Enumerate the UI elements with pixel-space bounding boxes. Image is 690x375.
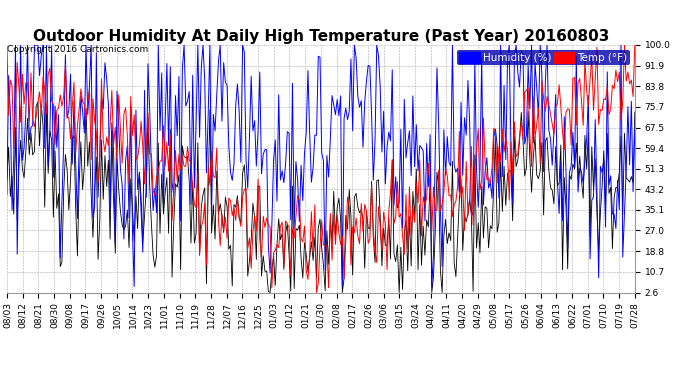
Legend: Humidity (%), Temp (°F): Humidity (%), Temp (°F) (457, 50, 629, 65)
Title: Outdoor Humidity At Daily High Temperature (Past Year) 20160803: Outdoor Humidity At Daily High Temperatu… (32, 29, 609, 44)
Text: Copyright 2016 Cartronics.com: Copyright 2016 Cartronics.com (7, 45, 148, 54)
